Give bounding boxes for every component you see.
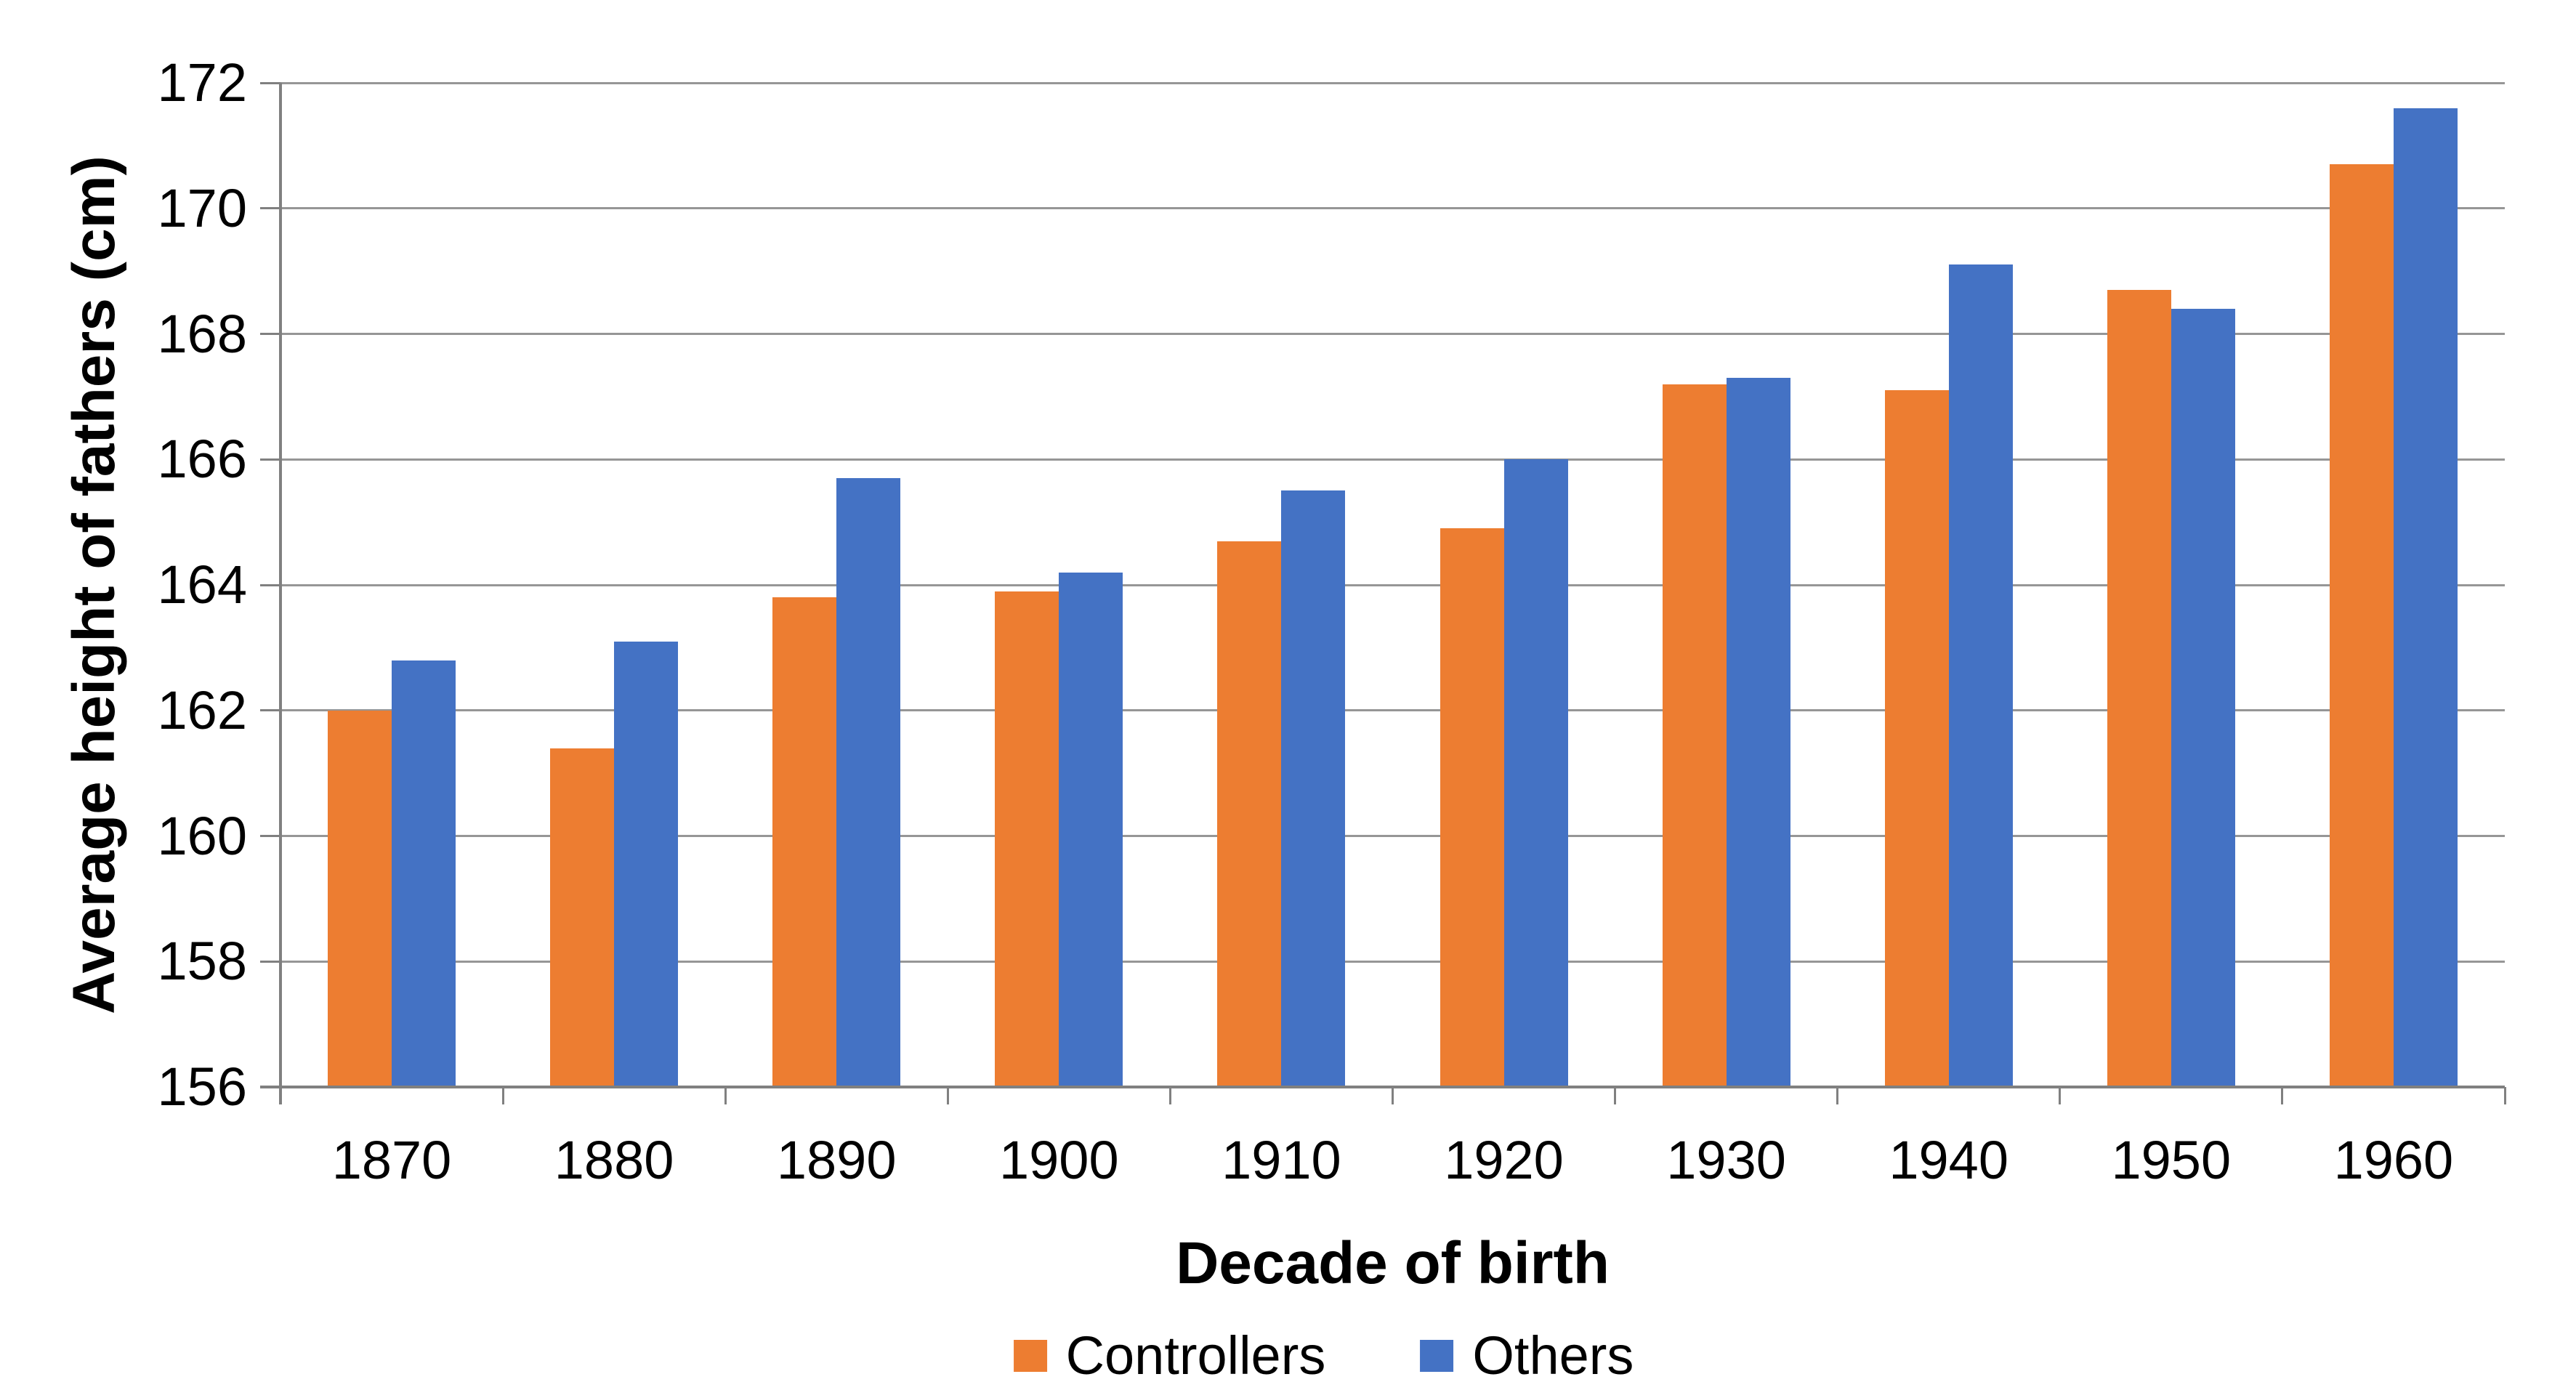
y-tick-label-164: 164 — [157, 554, 247, 615]
legend-item-others: Others — [1420, 1327, 1634, 1385]
legend-swatch-controllers — [1013, 1340, 1047, 1372]
bar-others-1900 — [1059, 572, 1123, 1087]
x-tick-boundary-6 — [1614, 1087, 1617, 1104]
x-tick-boundary-10 — [2503, 1087, 2506, 1104]
x-tick-label-1940: 1940 — [1889, 1130, 2008, 1190]
y-tick-label-160: 160 — [157, 805, 247, 866]
y-tick-158 — [260, 960, 280, 963]
x-tick-label-1880: 1880 — [554, 1130, 674, 1190]
legend: Controllers Others — [1013, 1325, 1634, 1386]
y-tick-162 — [260, 709, 280, 712]
x-tick-label-1960: 1960 — [2333, 1130, 2454, 1190]
x-tick-boundary-3 — [946, 1087, 949, 1104]
bar-others-1890 — [836, 478, 901, 1087]
y-tick-label-162: 162 — [157, 679, 247, 740]
y-tick-168 — [260, 333, 280, 335]
bar-others-1870 — [392, 660, 456, 1087]
bar-controllers-1920 — [1440, 528, 1504, 1087]
bar-controllers-1870 — [328, 710, 392, 1087]
bar-controllers-1960 — [2329, 164, 2394, 1087]
y-tick-label-166: 166 — [157, 429, 247, 490]
x-tick-boundary-2 — [724, 1087, 727, 1104]
bar-others-1950 — [2171, 308, 2235, 1087]
x-tick-label-1900: 1900 — [998, 1130, 1119, 1190]
y-tick-166 — [260, 458, 280, 461]
x-axis-title: Decade of birth — [1176, 1230, 1610, 1296]
y-tick-170 — [260, 207, 280, 210]
x-tick-boundary-1 — [501, 1087, 504, 1104]
y-tick-164 — [260, 583, 280, 586]
y-tick-label-168: 168 — [157, 303, 247, 364]
bar-others-1920 — [1503, 459, 1568, 1087]
x-axis-line — [260, 1086, 2505, 1088]
y-tick-label-156: 156 — [157, 1056, 247, 1117]
bar-controllers-1900 — [995, 591, 1059, 1087]
gridline-164 — [280, 583, 2505, 586]
bar-others-1940 — [1948, 264, 2013, 1087]
bar-controllers-1880 — [550, 748, 615, 1087]
gridline-166 — [280, 458, 2505, 461]
y-tick-160 — [260, 835, 280, 837]
y-tick-label-170: 170 — [157, 177, 247, 238]
x-tick-boundary-0 — [279, 1087, 282, 1104]
x-tick-label-1870: 1870 — [331, 1130, 452, 1190]
bar-others-1910 — [1281, 490, 1346, 1087]
y-tick-156 — [260, 1086, 280, 1088]
bar-others-1960 — [2393, 108, 2458, 1087]
y-tick-label-158: 158 — [157, 931, 247, 992]
x-tick-label-1910: 1910 — [1222, 1130, 1341, 1190]
x-tick-boundary-9 — [2281, 1087, 2284, 1104]
gridline-172 — [280, 81, 2505, 84]
x-tick-boundary-7 — [1836, 1087, 1839, 1104]
legend-swatch-others — [1420, 1340, 1454, 1372]
x-tick-label-1920: 1920 — [1444, 1130, 1564, 1190]
y-axis-title: Average height of fathers (cm) — [61, 155, 127, 1014]
x-tick-label-1930: 1930 — [1666, 1130, 1786, 1190]
bar-controllers-1910 — [1217, 541, 1282, 1087]
gridline-160 — [280, 835, 2505, 837]
x-tick-boundary-4 — [1168, 1087, 1171, 1104]
x-tick-boundary-8 — [2059, 1087, 2062, 1104]
gridline-170 — [280, 207, 2505, 210]
gridline-158 — [280, 960, 2505, 963]
x-tick-label-1890: 1890 — [776, 1130, 897, 1190]
y-axis-line — [279, 83, 282, 1104]
gridline-168 — [280, 333, 2505, 335]
x-tick-label-1950: 1950 — [2111, 1130, 2232, 1190]
x-tick-boundary-5 — [1392, 1087, 1394, 1104]
bar-others-1930 — [1726, 377, 1790, 1087]
y-tick-label-172: 172 — [157, 52, 247, 113]
y-tick-172 — [260, 81, 280, 84]
bar-controllers-1890 — [772, 597, 837, 1087]
bar-controllers-1930 — [1662, 384, 1727, 1087]
bar-controllers-1950 — [2107, 290, 2171, 1087]
legend-item-controllers: Controllers — [1013, 1325, 1326, 1386]
gridline-162 — [280, 709, 2505, 712]
legend-label-others: Others — [1472, 1325, 1634, 1386]
legend-label-controllers: Controllers — [1065, 1325, 1326, 1386]
bar-others-1880 — [614, 641, 679, 1087]
bar-controllers-1940 — [1884, 390, 1949, 1087]
